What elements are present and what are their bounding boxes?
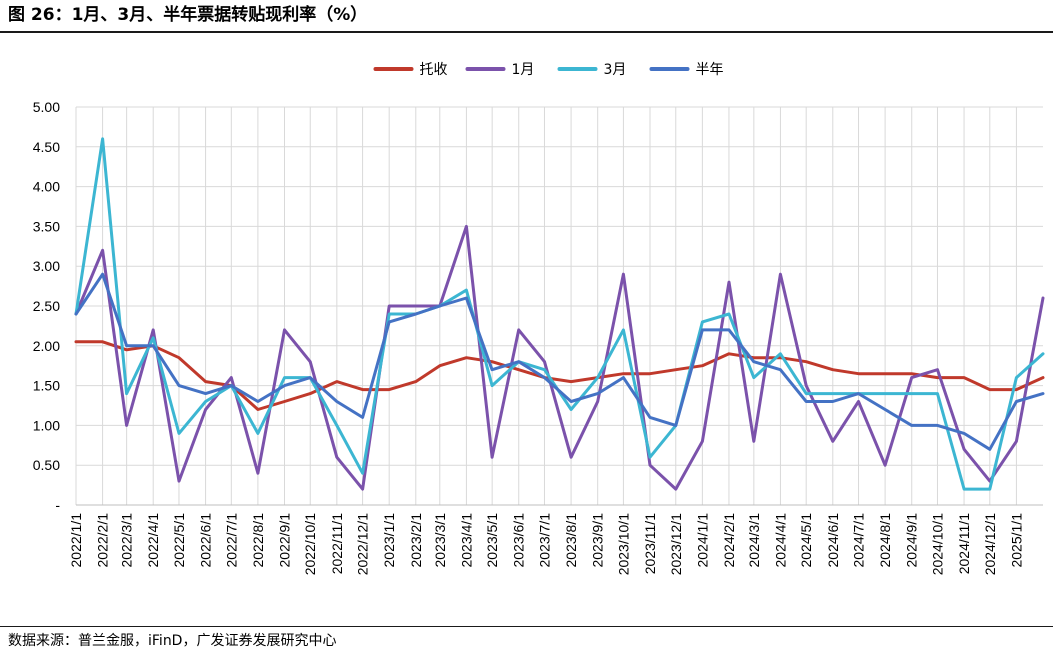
x-tick-label: 2022/10/1 — [302, 513, 318, 575]
series-line-半年 — [74, 272, 1045, 451]
y-tick-label: 2.00 — [33, 338, 60, 354]
legend-label: 托收 — [420, 62, 448, 78]
y-tick-label: - — [55, 497, 60, 513]
x-tick-label: 2024/12/1 — [982, 513, 998, 575]
x-tick-label: 2023/12/1 — [668, 513, 684, 575]
axes: - 0.50 1.00 1.50 2.00 2.50 3.00 3.50 4.00 4.50 5.0… — [33, 99, 1043, 575]
x-tick-label: 2024/1/1 — [694, 513, 710, 568]
x-tick-label: 2022/1/1 — [68, 513, 84, 568]
series-lines — [74, 137, 1045, 491]
x-tick-label: 2023/9/1 — [590, 513, 606, 568]
x-tick-label: 2023/3/1 — [432, 513, 448, 568]
x-tick-label: 2024/4/1 — [772, 513, 788, 568]
x-tick-label: 2023/8/1 — [563, 513, 579, 568]
x-tick-label: 2022/9/1 — [277, 513, 293, 568]
x-tick-label: 2024/7/1 — [851, 513, 867, 568]
y-tick-label: 1.00 — [33, 417, 60, 433]
x-tick-label: 2024/9/1 — [904, 513, 920, 568]
x-tick-label: 2024/5/1 — [798, 513, 814, 568]
x-tick-label: 2023/4/1 — [458, 513, 474, 568]
source-note: 数据来源：普兰金服，iFinD，广发证券发展研究中心 — [8, 633, 337, 649]
y-tick-label: 0.50 — [33, 457, 60, 473]
x-tick-label: 2022/11/1 — [329, 513, 345, 574]
x-tick-label: 2022/12/1 — [355, 513, 371, 575]
x-tick-label: 2024/8/1 — [877, 513, 893, 568]
legend-label: 1月 — [512, 62, 535, 78]
x-tick-label: 2024/11/1 — [956, 513, 972, 574]
x-tick-label: 2024/3/1 — [746, 513, 762, 568]
y-tick-label: 1.50 — [33, 378, 60, 394]
y-tick-label: 3.00 — [33, 258, 60, 274]
y-tick-label: 3.50 — [33, 218, 60, 234]
y-tick-label: 4.50 — [33, 139, 60, 155]
x-tick-label: 2024/10/1 — [929, 513, 945, 575]
series-line-托收 — [74, 340, 1045, 411]
x-tick-label: 2023/2/1 — [408, 513, 424, 568]
x-tick-label: 2022/8/1 — [250, 513, 266, 568]
grid-lines — [75, 106, 1043, 506]
series-line-3月 — [74, 137, 1045, 491]
footer-divider — [0, 626, 1053, 627]
x-tick-label: 2023/5/1 — [484, 513, 500, 568]
chart-title: 图 26：1月、3月、半年票据转贴现利率（%） — [8, 5, 368, 25]
legend-label: 半年 — [696, 62, 724, 78]
x-tick-label: 2024/2/1 — [721, 513, 737, 568]
y-tick-label: 4.00 — [33, 179, 60, 195]
legend-label: 3月 — [604, 62, 627, 78]
x-tick-label: 2023/6/1 — [511, 513, 527, 568]
x-tick-label: 2022/4/1 — [145, 513, 161, 568]
y-tick-label: 5.00 — [33, 99, 60, 115]
x-tick-label: 2025/1/1 — [1008, 513, 1024, 568]
line-chart: - 0.50 1.00 1.50 2.00 2.50 3.00 3.50 4.00 4.50 5.0… — [33, 62, 1045, 575]
x-tick-label: 2023/7/1 — [536, 513, 552, 568]
x-tick-label: 2023/1/1 — [381, 513, 397, 568]
x-tick-label: 2022/7/1 — [223, 513, 239, 568]
x-tick-label: 2023/11/1 — [642, 513, 658, 574]
x-tick-label: 2022/2/1 — [95, 513, 111, 568]
x-tick-label: 2024/6/1 — [825, 513, 841, 568]
x-tick-label: 2023/10/1 — [615, 513, 631, 575]
title-divider — [0, 31, 1053, 33]
legend: 托收 1月 3月 半年 — [373, 62, 724, 78]
x-tick-label: 2022/6/1 — [198, 513, 214, 568]
x-tick-label: 2022/3/1 — [119, 513, 135, 568]
x-tick-label: 2022/5/1 — [171, 513, 187, 568]
y-tick-label: 2.50 — [33, 298, 60, 314]
